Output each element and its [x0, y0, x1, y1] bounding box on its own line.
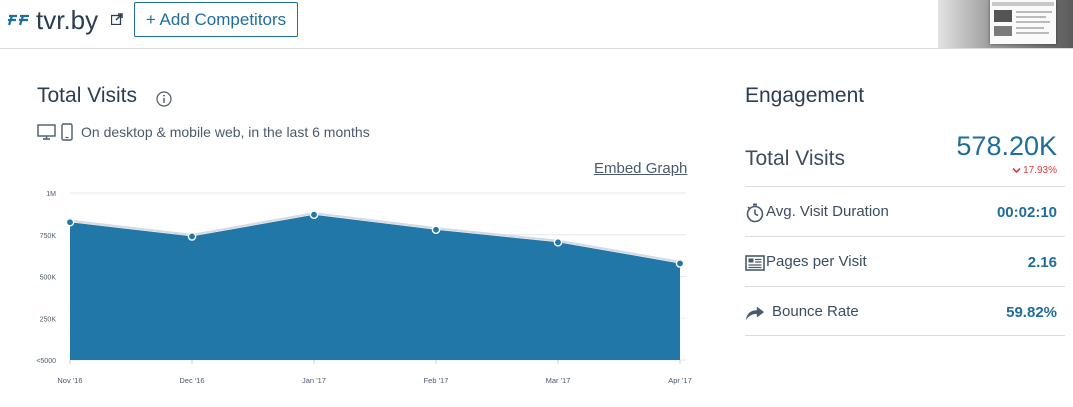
engagement-total-visits-value: 578.20K [956, 131, 1057, 161]
avg-visit-duration-value: 00:02:10 [996, 204, 1057, 221]
engagement-row-pages-per-visit: Pages per Visit 2.16 [745, 236, 1065, 286]
top-bar: tvr.by + Add Competitors [0, 0, 1073, 49]
engagement-title: Engagement [745, 84, 865, 107]
data-point [553, 237, 563, 247]
desktop-mobile-icon [37, 123, 73, 141]
y-tick-label: 1M [46, 191, 56, 198]
site-thumbnail[interactable] [938, 0, 1073, 48]
avg-visit-duration-label: Avg. Visit Duration [766, 203, 889, 220]
data-point [675, 259, 685, 268]
visits-line [69, 212, 681, 264]
engagement-row-bounce-rate: Bounce Rate 59.82% [745, 286, 1065, 336]
bounce-arrow-icon [745, 306, 765, 321]
y-tick-label: 500K [40, 275, 57, 282]
pages-per-visit-label: Pages per Visit [766, 253, 867, 270]
site-name[interactable]: tvr.by [36, 5, 99, 35]
data-point [187, 232, 197, 241]
engagement-row-avg-visit-duration: Avg. Visit Duration 00:02:10 [745, 186, 1065, 236]
visits-change-value: 17.93% [1023, 165, 1057, 176]
embed-graph-link[interactable]: Embed Graph [594, 160, 688, 177]
data-point [65, 217, 75, 227]
external-link-icon[interactable] [111, 13, 123, 25]
thumbnail-page [990, 0, 1056, 44]
x-tick-label: Jan '17 [302, 376, 326, 385]
pages-per-visit-value: 2.16 [1027, 254, 1057, 271]
y-tick-label: 250K [40, 316, 57, 323]
chevron-down-icon [1012, 167, 1021, 173]
x-tick-label: Apr '17 [668, 376, 692, 385]
x-tick-label: Mar '17 [546, 376, 571, 385]
y-tick-label: <5000 [36, 358, 56, 365]
x-tick-label: Nov '16 [57, 376, 82, 385]
engagement-total-visits-label: Total Visits [745, 147, 845, 170]
bounce-rate-label: Bounce Rate [772, 303, 859, 320]
data-point [431, 225, 441, 235]
data-point [309, 210, 319, 220]
x-tick-label: Dec '16 [179, 376, 204, 385]
add-competitors-button[interactable]: + Add Competitors [134, 2, 298, 37]
pages-icon [745, 255, 765, 271]
total-visits-chart: 1M 750K 500K 250K <5000 Nov '16 Dec '16 Jan '17… [36, 191, 692, 385]
y-tick-label: 750K [40, 233, 57, 240]
total-visits-title: Total Visits [37, 84, 137, 107]
bounce-rate-value: 59.82% [1006, 304, 1057, 321]
visits-area [70, 214, 680, 360]
stopwatch-icon [746, 203, 764, 223]
total-visits-subtitle: On desktop & mobile web, in the last 6 m… [81, 124, 370, 140]
visits-change: 17.93% [1012, 165, 1057, 176]
similarweb-logo-icon [8, 14, 29, 26]
x-tick-label: Feb '17 [424, 376, 449, 385]
info-icon[interactable] [156, 91, 172, 107]
